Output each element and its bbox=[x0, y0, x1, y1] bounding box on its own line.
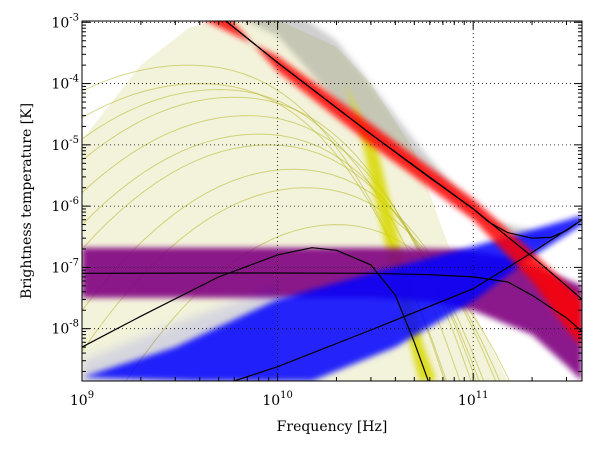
y-tick-label: 10-8 bbox=[51, 319, 79, 338]
olive-curve bbox=[82, 144, 485, 381]
gray-band-envelope bbox=[246, 21, 551, 242]
series-line-4 bbox=[82, 247, 429, 381]
olive-curve bbox=[82, 88, 461, 381]
series-line-2 bbox=[224, 21, 582, 300]
y-tick-label: 10-7 bbox=[51, 257, 79, 276]
series-line-3 bbox=[82, 272, 582, 332]
series-line-5 bbox=[234, 219, 582, 381]
bands-layer bbox=[82, 21, 582, 381]
olive-curve bbox=[82, 168, 497, 381]
olive-curve bbox=[82, 96, 472, 381]
olive-curve bbox=[82, 115, 477, 381]
plot-frame bbox=[81, 20, 583, 382]
x-tick-label: 1010 bbox=[262, 390, 293, 409]
olive-curve bbox=[82, 64, 446, 381]
blue-band bbox=[82, 215, 582, 381]
olive-curve bbox=[82, 133, 480, 381]
plot-content bbox=[82, 21, 582, 381]
series-layer bbox=[82, 21, 582, 381]
y-tick-label: 10-6 bbox=[51, 196, 79, 215]
olive-curve bbox=[82, 83, 447, 381]
gray-curves bbox=[246, 21, 551, 242]
blue-band-halo bbox=[82, 285, 278, 381]
x-tick-label: 1011 bbox=[458, 390, 489, 409]
y-tick-label: 10-4 bbox=[51, 74, 79, 93]
x-tick-label: 109 bbox=[70, 390, 94, 409]
tick-labels-layer: 109 1010 1011 10-8 10-7 10-6 10-5 10-4 10-3 bbox=[51, 12, 488, 409]
y-axis-title: Brightness temperature [K] bbox=[19, 103, 35, 299]
ticks-layer bbox=[81, 21, 582, 381]
grid-layer bbox=[82, 21, 582, 381]
y-tick-label: 10-5 bbox=[51, 135, 79, 154]
x-axis-title: Frequency [Hz] bbox=[277, 419, 388, 435]
y-tick-label: 10-3 bbox=[51, 12, 79, 31]
